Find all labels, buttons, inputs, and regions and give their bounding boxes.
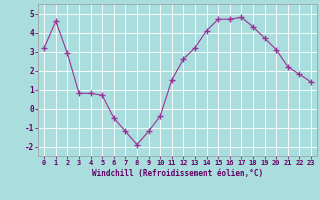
X-axis label: Windchill (Refroidissement éolien,°C): Windchill (Refroidissement éolien,°C) [92,169,263,178]
